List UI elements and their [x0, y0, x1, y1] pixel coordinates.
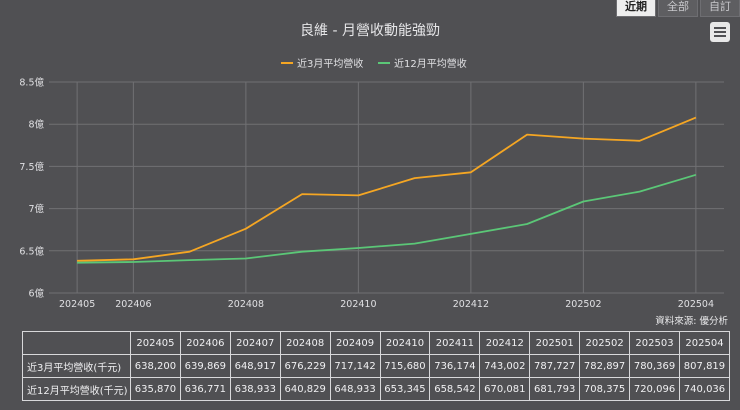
- table-cell: 717,142: [329, 354, 381, 378]
- y-tick-label: 7億: [28, 203, 44, 215]
- chart-title: 良維 - 月營收動能強勁: [300, 23, 440, 39]
- data-source-note: 資料來源: 優分析: [655, 316, 728, 327]
- x-tick-label: 202408: [228, 299, 264, 310]
- table-cell: 708,375: [579, 377, 631, 401]
- table-row-header: 近3月平均營收(千元): [22, 354, 131, 378]
- x-tick-label: 202406: [115, 299, 151, 310]
- y-tick-label: 8.5億: [19, 77, 44, 89]
- x-tick-label: 202412: [453, 299, 489, 310]
- table-cell: 202405: [130, 331, 181, 355]
- tab-all[interactable]: 全部: [658, 0, 698, 17]
- y-tick-label: 7.5億: [19, 161, 44, 173]
- table-cell: 782,897: [579, 354, 631, 378]
- table-cell: 202501: [529, 331, 581, 355]
- table-cell: 780,369: [629, 354, 680, 378]
- table-cell: 202411: [429, 331, 481, 355]
- table-cell: 743,002: [479, 354, 531, 378]
- range-tabs: 近期 全部 自訂: [614, 0, 740, 17]
- table-row: 近3月平均營收(千元) 638,200 639,869 648,917 676,229 7…: [22, 354, 731, 378]
- table-header-row: 202405 202406 202407 202408 202409 202410 2024…: [22, 331, 731, 355]
- table-cell: 676,229: [279, 354, 331, 378]
- x-tick-label: 202410: [340, 299, 376, 310]
- table-row-header: [22, 331, 131, 355]
- x-tick-label: 202504: [678, 299, 714, 310]
- table-cell: 648,917: [229, 354, 281, 378]
- table-cell: 202502: [579, 331, 631, 355]
- table-cell: 639,869: [179, 354, 231, 378]
- x-tick-label: 202405: [59, 299, 95, 310]
- table-cell: 653,345: [379, 377, 431, 401]
- table-cell: 635,870: [130, 377, 181, 401]
- table-cell: 670,081: [479, 377, 531, 401]
- table-cell: 658,542: [429, 377, 481, 401]
- table-cell: 720,096: [629, 377, 680, 401]
- table-cell: 202409: [329, 331, 381, 355]
- legend-label: 近12月平均營收: [394, 57, 467, 70]
- table-cell: 638,200: [130, 354, 181, 378]
- table-cell: 202408: [279, 331, 331, 355]
- table-cell: 636,771: [179, 377, 231, 401]
- table-cell: 715,680: [379, 354, 431, 378]
- series-line-12m: [77, 173, 697, 264]
- tab-custom[interactable]: 自訂: [700, 0, 740, 17]
- y-tick-label: 6.5億: [19, 245, 44, 257]
- table-cell: 736,174: [429, 354, 481, 378]
- hamburger-menu-icon[interactable]: [710, 22, 730, 42]
- table-cell: 787,727: [529, 354, 581, 378]
- table-cell: 202504: [678, 331, 731, 355]
- line-chart: 6億 6.5億 7億 7.5億 8億 8.5億 202405 202406 202408 2024…: [19, 57, 724, 310]
- table-cell: 740,036: [678, 377, 731, 401]
- table-row-header: 近12月平均營收(千元): [22, 377, 131, 401]
- table-cell: 202407: [229, 331, 281, 355]
- table-cell: 681,793: [529, 377, 581, 401]
- table-cell: 640,829: [279, 377, 331, 401]
- table-cell: 648,933: [329, 377, 381, 401]
- table-cell: 202410: [379, 331, 431, 355]
- series-line-3m: [77, 116, 697, 262]
- y-tick-label: 8億: [28, 119, 44, 131]
- x-tick-label: 202502: [565, 299, 601, 310]
- table-cell: 807,819: [678, 354, 731, 378]
- table-cell: 202406: [179, 331, 231, 355]
- table-row: 近12月平均營收(千元) 635,870 636,771 638,933 640,829…: [22, 377, 731, 401]
- table-cell: 638,933: [229, 377, 281, 401]
- tab-recent[interactable]: 近期: [616, 0, 656, 17]
- legend-label: 近3月平均營收: [297, 57, 363, 70]
- y-tick-label: 6億: [28, 288, 44, 300]
- table-cell: 202503: [629, 331, 680, 355]
- data-table: 202405 202406 202407 202408 202409 202410 2024…: [22, 331, 731, 401]
- table-cell: 202412: [479, 331, 531, 355]
